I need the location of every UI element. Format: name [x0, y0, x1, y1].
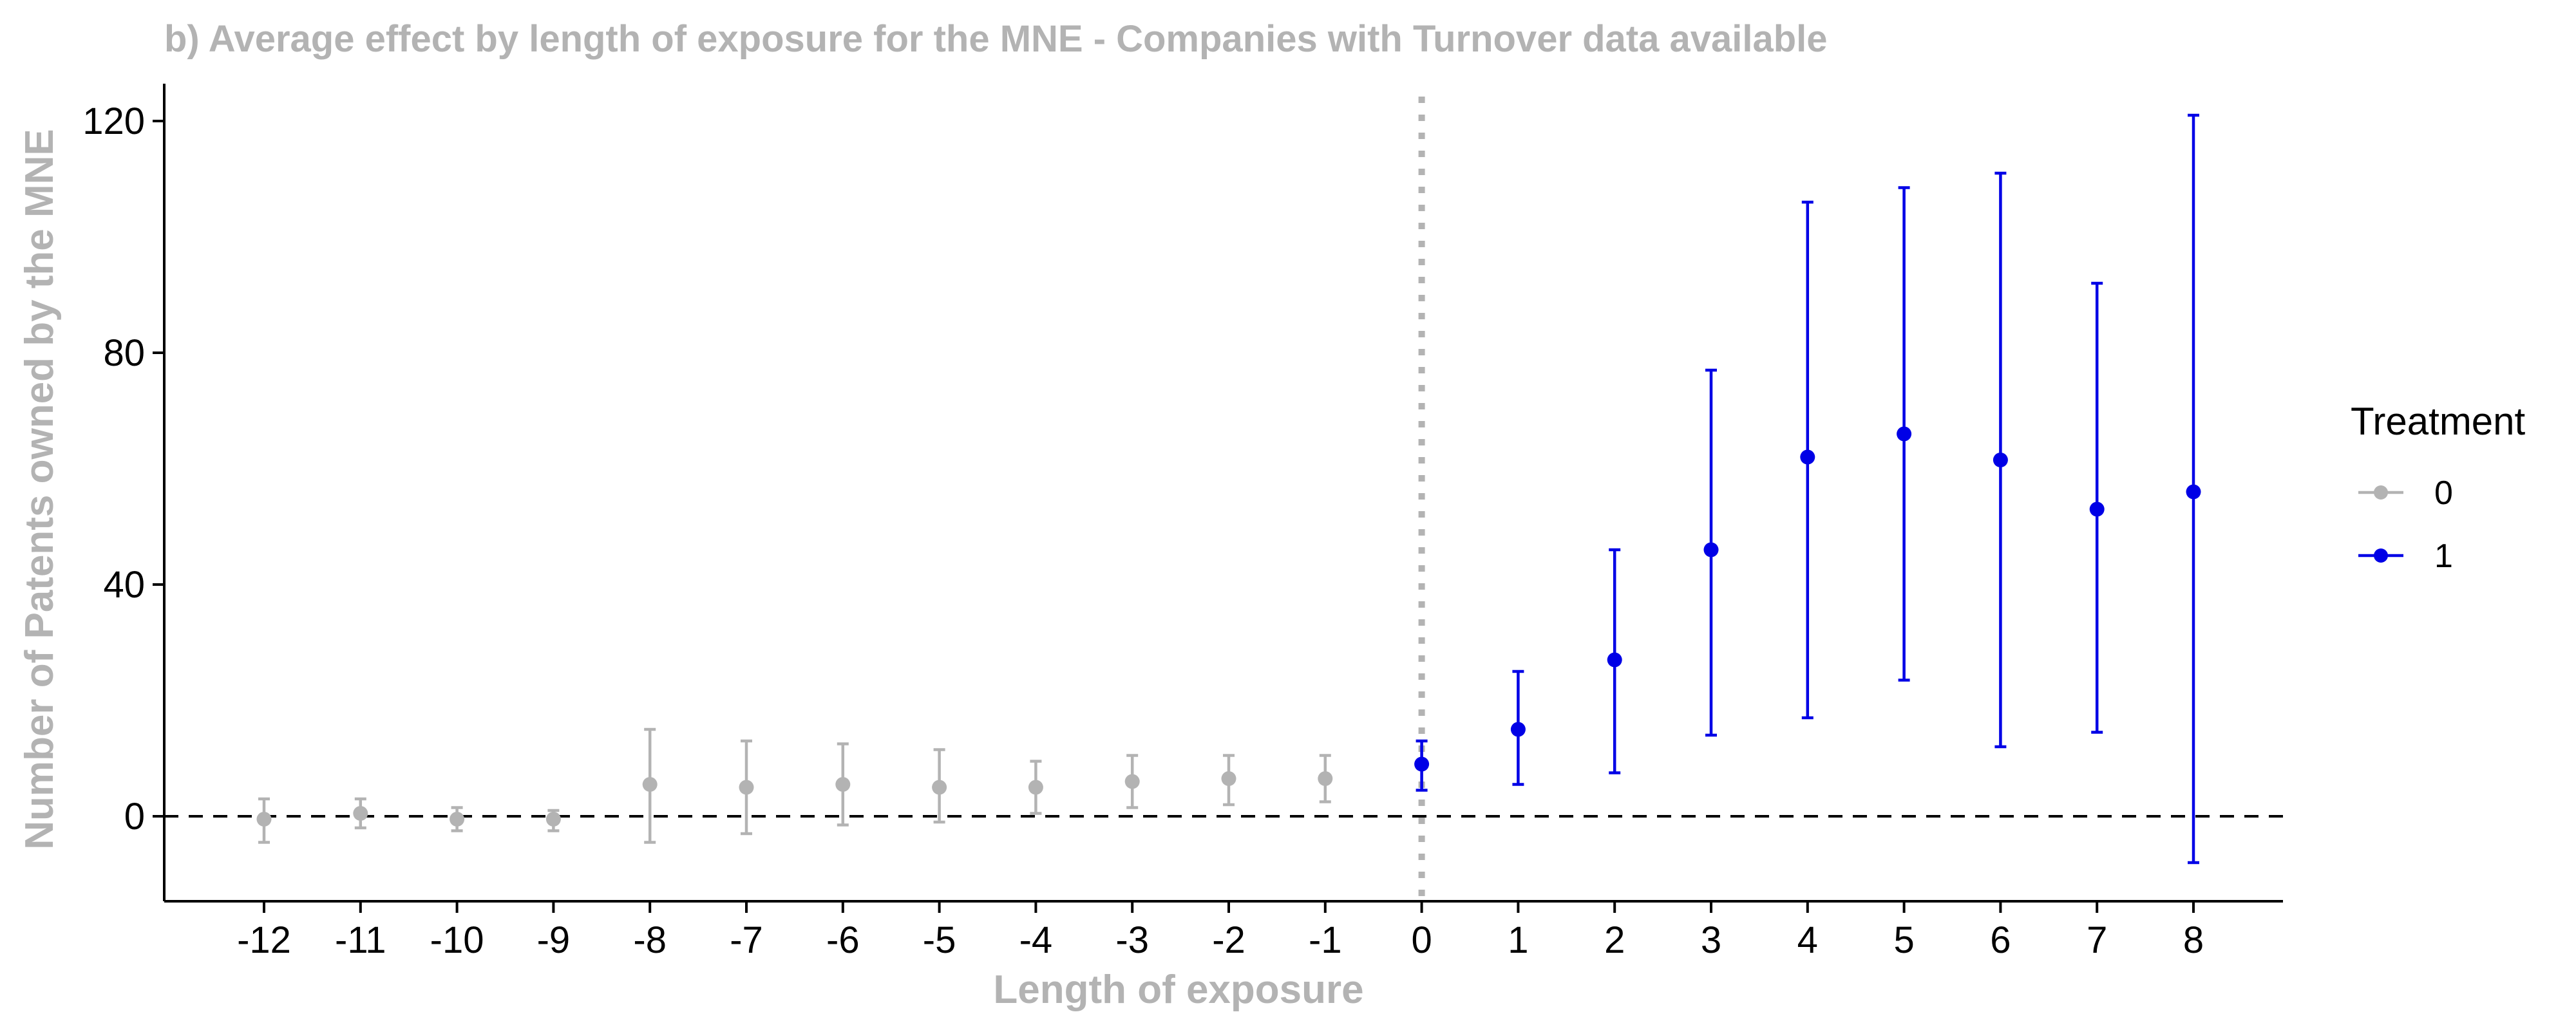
x-tick-label: -2	[1212, 919, 1245, 961]
x-tick-label: -11	[335, 919, 386, 961]
data-point	[1510, 722, 1526, 737]
x-tick-label: -10	[430, 919, 484, 961]
data-point	[1607, 652, 1622, 668]
x-tick-label: -4	[1019, 919, 1053, 961]
data-point	[835, 777, 851, 792]
x-tick-label: -3	[1115, 919, 1149, 961]
x-tick-label: -12	[237, 919, 291, 961]
legend-label: 0	[2434, 474, 2453, 512]
data-point	[1124, 774, 1140, 789]
data-point	[1221, 771, 1236, 786]
data-point	[1993, 453, 2008, 467]
data-point	[1028, 780, 1043, 795]
data-point	[1414, 756, 1430, 772]
x-tick-label: 3	[1701, 919, 1721, 961]
y-tick-label: 40	[103, 564, 145, 606]
chart-title: b) Average effect by length of exposure …	[164, 18, 1828, 60]
x-tick-label: 2	[1604, 919, 1625, 961]
legend-key-point	[2374, 548, 2388, 563]
x-tick-label: -7	[730, 919, 763, 961]
data-point	[450, 812, 465, 827]
x-tick-label: -9	[537, 919, 571, 961]
y-tick-label: 80	[103, 332, 145, 374]
x-tick-label: 7	[2087, 919, 2107, 961]
x-tick-label: -1	[1309, 919, 1342, 961]
legend: Treatment 0 1	[2351, 400, 2526, 575]
y-tick-label: 0	[124, 796, 145, 838]
legend-key-point	[2374, 485, 2388, 500]
data-point	[545, 812, 561, 827]
y-tick-label: 120	[82, 100, 145, 142]
x-tick-label: 0	[1411, 919, 1432, 961]
x-tick-label: -5	[923, 919, 956, 961]
data-point	[353, 806, 368, 821]
x-tick-label: 1	[1508, 919, 1528, 961]
y-axis-title: Number of Patents owned by the MNE	[17, 129, 62, 850]
data-point	[1703, 542, 1719, 557]
x-tick-label: 5	[1893, 919, 1914, 961]
x-tick-label: -8	[633, 919, 667, 961]
data-point	[1800, 449, 1815, 465]
x-axis-title: Length of exposure	[993, 968, 1363, 1012]
data-point	[2186, 484, 2201, 500]
x-tick-label: 6	[1990, 919, 2011, 961]
data-point	[256, 812, 272, 827]
legend-label: 1	[2434, 538, 2453, 575]
data-point	[932, 780, 947, 795]
legend-title: Treatment	[2351, 400, 2526, 443]
data-point	[739, 780, 754, 795]
x-tick-label: 4	[1797, 919, 1818, 961]
x-tick-label: 8	[2183, 919, 2204, 961]
data-point	[1318, 771, 1333, 786]
data-point	[642, 777, 658, 792]
x-tick-label: -6	[826, 919, 860, 961]
data-point	[1897, 426, 1912, 442]
data-point	[2089, 501, 2105, 517]
